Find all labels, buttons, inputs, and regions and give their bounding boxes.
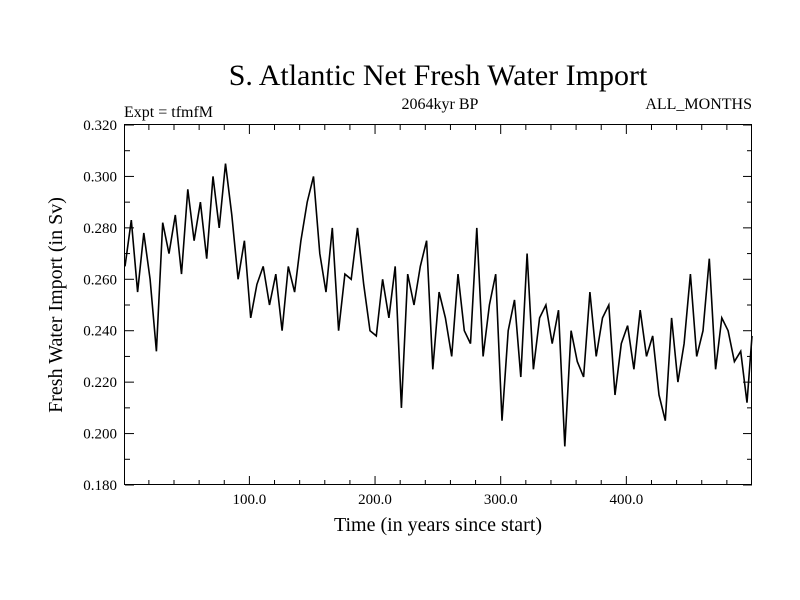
fresh-water-import-line (124, 163, 753, 447)
x-axis (148, 125, 728, 485)
chart-title: S. Atlantic Net Fresh Water Import (229, 59, 648, 92)
y-tick-label: 0.180 (83, 478, 117, 494)
y-tick-label: 0.200 (83, 427, 117, 443)
x-tick-label: 100.0 (233, 492, 267, 508)
y-tick-label: 0.320 (83, 118, 117, 134)
months-label: ALL_MONTHS (645, 96, 752, 113)
x-tick-labels: 100.0 200.0 300.0 400.0 (233, 492, 644, 508)
x-tick-label: 400.0 (609, 492, 643, 508)
period-label: 2064kyr BP (402, 96, 479, 113)
y-tick-label: 0.300 (83, 169, 117, 185)
y-tick-label: 0.280 (83, 221, 117, 237)
experiment-label: Expt = tfmfM (124, 104, 213, 121)
x-axis-label: Time (in years since start) (334, 514, 542, 536)
y-tick-label: 0.220 (83, 375, 117, 391)
y-tick-label: 0.240 (83, 324, 117, 340)
y-axis-label: Fresh Water Import (in Sv) (45, 197, 67, 413)
y-tick-label: 0.260 (83, 272, 117, 288)
y-tick-labels: 0.180 0.200 0.220 0.240 0.260 0.280 0.300 0.320 (83, 118, 117, 494)
x-tick-label: 200.0 (358, 492, 392, 508)
x-tick-label: 300.0 (484, 492, 518, 508)
